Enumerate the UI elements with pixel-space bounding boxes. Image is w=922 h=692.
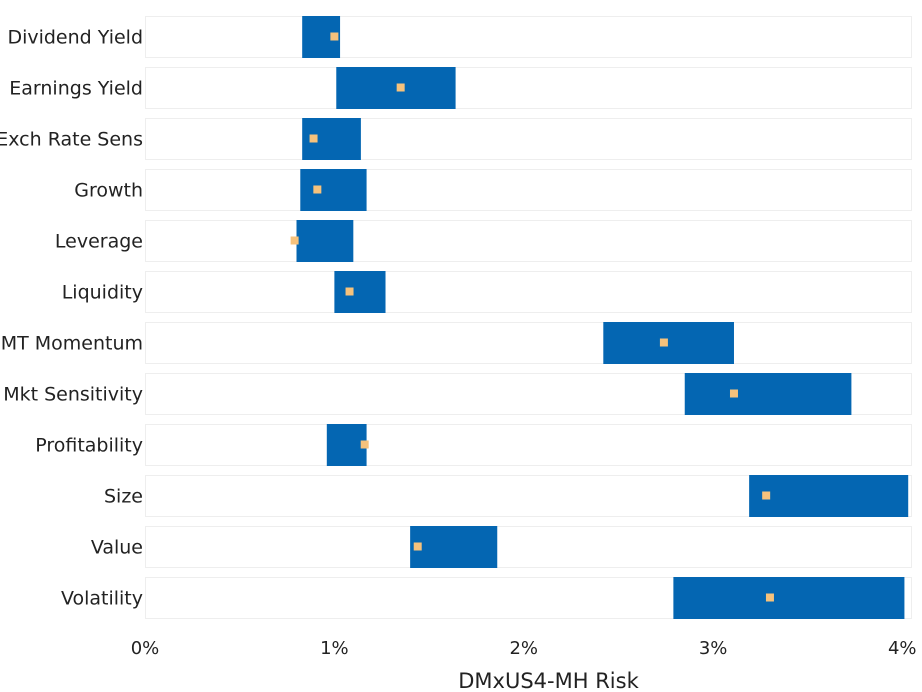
range-bar: [300, 169, 367, 211]
range-marker: [313, 185, 322, 194]
category-label: Dividend Yield: [7, 27, 143, 49]
range-bar: [684, 373, 852, 415]
rows-layer: Dividend Yield Earnings Yield Exch Rate Se…: [0, 16, 912, 619]
category-label: Volatility: [61, 588, 143, 610]
range-marker: [659, 338, 668, 347]
category-label: Size: [104, 486, 143, 508]
range-bar: [603, 322, 734, 364]
category-label: Mkt Sensitivity: [3, 384, 143, 406]
x-tick-label: 1%: [320, 638, 349, 659]
row-track: [145, 169, 912, 211]
range-bar: [673, 577, 905, 619]
range-marker: [360, 440, 369, 449]
row-track: [145, 67, 912, 109]
x-tick-label: 2%: [509, 638, 538, 659]
category-label: Liquidity: [62, 282, 143, 304]
row-track: [145, 424, 912, 466]
x-axis-title: DMxUS4-MH Risk: [458, 669, 639, 692]
category-label: Earnings Yield: [9, 78, 143, 100]
category-label: Leverage: [55, 231, 143, 253]
x-tick-label: 3%: [699, 638, 728, 659]
range-marker: [396, 83, 405, 92]
range-marker: [413, 542, 422, 551]
range-bar: [296, 220, 354, 262]
x-axis: 0% 1% 2% 3% 4%: [131, 638, 917, 659]
category-label: Profitability: [35, 435, 143, 457]
row-track: [145, 118, 912, 160]
range-marker: [729, 389, 738, 398]
range-marker: [309, 134, 318, 143]
category-label: MT Momentum: [1, 333, 143, 355]
row-track: [145, 526, 912, 568]
category-label: Exch Rate Sens: [0, 129, 143, 151]
range-bar: [334, 271, 386, 313]
range-marker: [345, 287, 354, 296]
range-bar: [326, 424, 367, 466]
range-bar: [410, 526, 498, 568]
category-label: Growth: [74, 180, 143, 202]
row-track: [145, 16, 912, 58]
range-marker: [762, 491, 771, 500]
range-marker: [765, 593, 774, 602]
row-track: [145, 271, 912, 313]
row-track: [145, 322, 912, 364]
category-label: Value: [91, 537, 143, 559]
x-tick-label: 4%: [888, 638, 917, 659]
x-tick-label: 0%: [131, 638, 160, 659]
row-track: [145, 220, 912, 262]
range-marker: [330, 32, 339, 41]
range-marker: [290, 236, 299, 245]
range-bar: [749, 475, 909, 517]
range-bar: [336, 67, 456, 109]
